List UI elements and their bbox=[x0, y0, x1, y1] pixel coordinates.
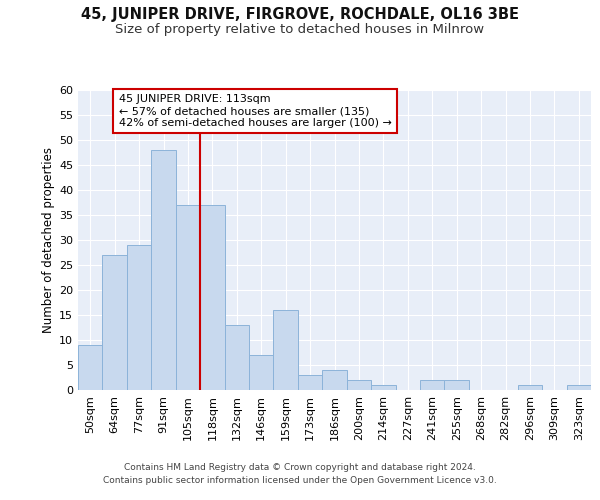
Bar bbox=[151, 150, 176, 390]
Bar bbox=[176, 205, 200, 390]
Bar bbox=[78, 345, 103, 390]
Y-axis label: Number of detached properties: Number of detached properties bbox=[42, 147, 55, 333]
Bar bbox=[274, 310, 298, 390]
Bar bbox=[200, 205, 224, 390]
Bar bbox=[224, 325, 249, 390]
Bar bbox=[298, 375, 322, 390]
Bar bbox=[347, 380, 371, 390]
Bar bbox=[103, 255, 127, 390]
Bar bbox=[445, 380, 469, 390]
Text: Contains HM Land Registry data © Crown copyright and database right 2024.: Contains HM Land Registry data © Crown c… bbox=[124, 464, 476, 472]
Bar bbox=[420, 380, 445, 390]
Bar bbox=[371, 385, 395, 390]
Text: 45, JUNIPER DRIVE, FIRGROVE, ROCHDALE, OL16 3BE: 45, JUNIPER DRIVE, FIRGROVE, ROCHDALE, O… bbox=[81, 8, 519, 22]
Bar bbox=[127, 245, 151, 390]
Bar bbox=[249, 355, 274, 390]
Text: Size of property relative to detached houses in Milnrow: Size of property relative to detached ho… bbox=[115, 22, 485, 36]
Text: Contains public sector information licensed under the Open Government Licence v3: Contains public sector information licen… bbox=[103, 476, 497, 485]
Bar bbox=[566, 385, 591, 390]
Bar bbox=[518, 385, 542, 390]
Text: 45 JUNIPER DRIVE: 113sqm
← 57% of detached houses are smaller (135)
42% of semi-: 45 JUNIPER DRIVE: 113sqm ← 57% of detach… bbox=[119, 94, 392, 128]
Bar bbox=[322, 370, 347, 390]
